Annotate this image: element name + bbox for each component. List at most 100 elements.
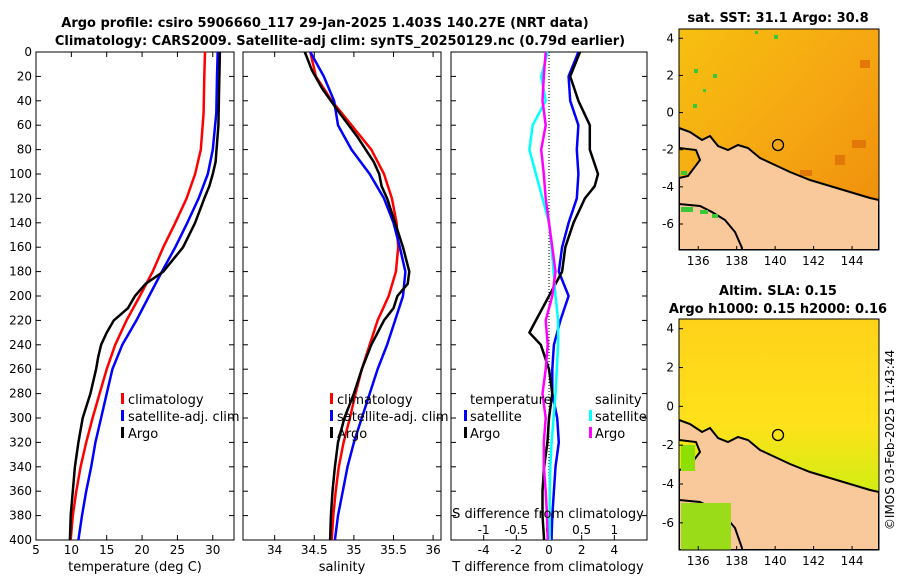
y-tick-label: 320	[9, 435, 32, 449]
map-x-tick-label: 138	[725, 554, 748, 568]
x-tick-label: 15	[99, 543, 114, 557]
map-x-tick-label: 140	[764, 254, 787, 268]
y-tick-label: 20	[17, 69, 32, 83]
series-line-t-argo	[528, 51, 600, 541]
map-x-tick-label: 140	[764, 554, 787, 568]
temperature-legend: climatology satellite-adj. clim Argo	[121, 393, 240, 442]
map-x-tick-label: 136	[687, 254, 710, 268]
y-tick-label: 160	[9, 240, 32, 254]
series-line-s-satellite	[528, 51, 560, 540]
legend-label-argo: Argo	[128, 427, 158, 442]
y-tick-label: 80	[17, 143, 32, 157]
sla-map-title-line2: Argo h1000: 0.15 h2000: 0.16	[669, 302, 887, 317]
figure-title-line1: Argo profile: csiro 5906660_117 29-Jan-2…	[61, 16, 588, 31]
x-tick-label: -4	[478, 543, 490, 557]
map-y-tick-label: -4	[662, 180, 674, 194]
s-difference-xlabel: S difference from climatology	[452, 507, 644, 522]
series-line-climatology	[69, 51, 207, 541]
x-tick-label: -2	[510, 543, 522, 557]
map-x-tick-label: 142	[802, 254, 825, 268]
x-tick-label: 36	[425, 543, 440, 557]
sst-map-frame	[678, 28, 880, 251]
legend-label-s-argo: Argo	[595, 427, 625, 442]
legend-swatch-argo	[330, 427, 333, 438]
sst-map-panel: sat. SST: 31.1 Argo: 30.8 136 138 140 142 14…	[662, 11, 880, 268]
sla-argo-position-marker	[771, 428, 785, 442]
y-tick-label: 120	[9, 191, 32, 205]
sst-land-new-guinea	[679, 126, 879, 250]
salinity-axes-frame	[242, 51, 442, 541]
legend-label-satellite: satellite-adj. clim	[128, 410, 240, 425]
salinity-ticks: 34 34.5 35 35.5 36	[243, 51, 441, 557]
x2-tick-label: -1	[478, 523, 490, 537]
legend-swatch-satellite	[330, 410, 333, 421]
legend-label-argo: Argo	[337, 427, 367, 442]
y-tick-label: 140	[9, 216, 32, 230]
sla-map-frame	[678, 318, 880, 551]
x-tick-label: 25	[170, 543, 185, 557]
series-line-s-argo	[539, 51, 557, 541]
x-tick-label: 0	[545, 543, 553, 557]
map-x-tick-label: 142	[802, 554, 825, 568]
x2-tick-label: -0.5	[505, 523, 528, 537]
x2-tick-label: 0.5	[572, 523, 591, 537]
legend-title-salinity: salinity	[595, 393, 642, 408]
legend-swatch-t-argo	[464, 427, 467, 438]
y-tick-label: 360	[9, 484, 32, 498]
map-y-tick-label: 2	[666, 68, 674, 82]
map-y-tick-label: 4	[666, 31, 674, 45]
temperature-ticks: 5 10 15 20 25 3002040608010012014016018020022…	[9, 45, 234, 557]
y-tick-label: 40	[17, 94, 32, 108]
y-tick-label: 100	[9, 167, 32, 181]
map-y-tick-label: -4	[662, 477, 674, 491]
temperature-lines	[68, 51, 222, 541]
series-line-argo	[68, 51, 222, 541]
x-tick-label: 10	[64, 543, 79, 557]
salinity-profile-panel: 34 34.5 35 35.5 36 salinity climatology sate…	[242, 51, 449, 575]
series-line-satellite-adj-clim	[309, 51, 407, 541]
legend-swatch-climatology	[121, 393, 124, 404]
sla-map-panel: Altim. SLA: 0.15 Argo h1000: 0.15 h2000:…	[662, 284, 887, 568]
map-y-tick-label: 4	[666, 322, 674, 336]
sla-coastal-pixels	[681, 445, 695, 471]
x-tick-label: 2	[578, 543, 586, 557]
map-x-tick-label: 138	[725, 254, 748, 268]
series-line-t-satellite	[550, 51, 580, 541]
legend-label-t-satellite: satellite	[470, 410, 522, 425]
series-line-argo	[303, 51, 411, 541]
map-y-tick-label: -6	[662, 217, 674, 231]
figure-title-line2: Climatology: CARS2009. Satellite-adj cli…	[55, 34, 625, 49]
x2-tick-label: 1	[611, 523, 619, 537]
y-tick-label: 180	[9, 265, 32, 279]
difference-lines	[528, 51, 600, 541]
y-tick-label: 380	[9, 509, 32, 523]
series-line-satellite-adj-clim	[77, 51, 219, 541]
sla-south-pixels	[681, 503, 731, 550]
sst-map-ticks: 136 138 140 142 144 -6 -4 -2 0 2 4	[662, 31, 863, 268]
y-tick-label: 340	[9, 460, 32, 474]
difference-legend-salinity: salinity satellite Argo	[589, 393, 647, 442]
sla-map-ticks: 136 138 140 142 144 -6 -4 -2 0 2 4	[662, 322, 863, 568]
legend-title-temperature: temperature	[470, 393, 552, 408]
imos-timestamp: ©IMOS 03-Feb-2025 11:43:44	[883, 350, 897, 530]
legend-label-t-argo: Argo	[470, 427, 500, 442]
difference-legend-temperature: temperature satellite Argo	[464, 393, 552, 442]
map-y-tick-label: 2	[666, 361, 674, 375]
legend-label-s-satellite: satellite	[595, 410, 647, 425]
y-tick-label: 200	[9, 289, 32, 303]
y-tick-label: 400	[9, 533, 32, 547]
x-tick-label: 34	[267, 543, 282, 557]
y-tick-label: 240	[9, 338, 32, 352]
legend-swatch-s-satellite	[589, 410, 592, 421]
sst-land-australia	[679, 202, 743, 250]
y-tick-label: 60	[17, 118, 32, 132]
y-tick-label: 0	[24, 45, 32, 59]
x-tick-label: 5	[32, 543, 40, 557]
sst-argo-position-marker	[771, 138, 785, 152]
sla-map-title-line1: Altim. SLA: 0.15	[719, 284, 837, 299]
t-difference-xlabel: T difference from climatology	[451, 560, 644, 575]
x-tick-label: 35	[346, 543, 361, 557]
sst-coastal-pixels	[681, 171, 718, 218]
sst-warm-patches	[800, 60, 870, 176]
